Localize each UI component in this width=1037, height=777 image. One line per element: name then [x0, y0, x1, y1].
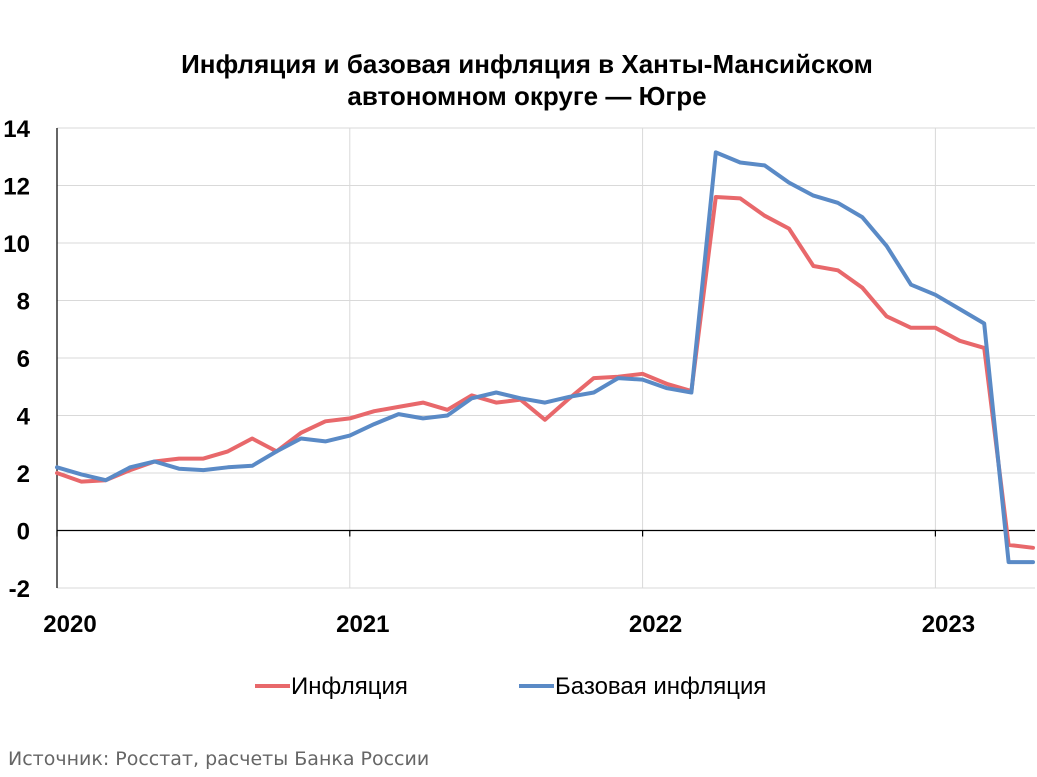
series-line-inflation [55, 195, 1035, 550]
y-tick-label: 10 [3, 231, 30, 258]
y-tick-label: 6 [17, 346, 30, 373]
y-tick-label: 4 [17, 404, 31, 431]
y-tick-label: 2 [17, 461, 30, 488]
y-tick-label: 8 [17, 289, 30, 316]
chart-title-line-1: Инфляция и базовая инфляция в Ханты-Манс… [181, 49, 873, 79]
source-note: Источник: Росстат, расчеты Банка России [8, 748, 430, 770]
gridlines [57, 127, 1035, 589]
axes [56, 128, 1035, 588]
legend-label-core-inflation: Базовая инфляция [555, 673, 766, 700]
x-tick-label: 2023 [922, 611, 975, 638]
chart-title-line-2: автономном округе — Югре [347, 81, 706, 111]
y-tick-label: 12 [3, 174, 30, 201]
y-tick-label: -2 [9, 576, 30, 603]
x-tick-label: 2022 [629, 611, 682, 638]
legend-label-inflation: Инфляция [291, 673, 408, 700]
y-tick-label: 0 [17, 519, 30, 546]
legend: Инфляция Базовая инфляция [255, 673, 766, 700]
x-tick-label: 2020 [43, 611, 96, 638]
x-tick-label: 2021 [336, 611, 389, 638]
y-tick-label: 14 [3, 116, 30, 143]
series-lines [55, 150, 1035, 565]
chart: Инфляция и базовая инфляция в Ханты-Манс… [3, 49, 1035, 700]
series-line-core-inflation [55, 150, 1035, 565]
x-axis-ticks: 2020 2021 2022 2023 [43, 611, 975, 638]
y-axis-ticks: 14 12 10 8 6 4 2 0 -2 [3, 116, 30, 603]
